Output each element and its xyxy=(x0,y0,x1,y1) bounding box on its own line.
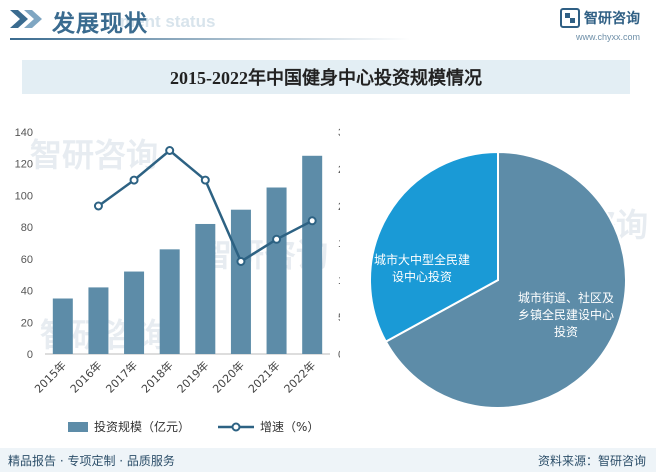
growth-point xyxy=(236,257,246,266)
pie-slice-0 xyxy=(384,150,627,409)
brand-logo-icon xyxy=(560,8,580,28)
combo-chart: 0 20 40 60 80 100 120 140 0% 5% 10% 15% 20% 25% 30% 201… xyxy=(15,127,340,396)
growth-point xyxy=(93,201,103,211)
y-left-tick-label: 20 xyxy=(21,317,33,329)
bar-2016年 xyxy=(88,287,109,354)
y-right-tick-label: 15% xyxy=(338,238,340,250)
x-tick-label: 2021年 xyxy=(245,358,282,395)
bar-2017年 xyxy=(124,271,145,354)
growth-point xyxy=(307,216,317,226)
x-tick-label: 2020年 xyxy=(210,358,247,395)
brand: 智研咨询 xyxy=(560,8,640,28)
x-tick-label: 2018年 xyxy=(138,358,175,395)
x-tick-label: 2022年 xyxy=(281,358,318,395)
y-left-tick-label: 80 xyxy=(21,222,33,234)
y-left-tick-label: 60 xyxy=(21,254,33,266)
footer-source: 资料来源：智研咨询 xyxy=(537,454,646,468)
footer-tagline: 精品报告 · 专项定制 · 品质服务 xyxy=(8,454,175,468)
growth-point xyxy=(165,146,175,155)
chevron-right-icon xyxy=(10,10,42,28)
chart-legend: 投资规模（亿元） 增速（%） xyxy=(68,418,347,435)
growth-point xyxy=(272,234,282,244)
y-left-tick-label: 140 xyxy=(15,127,33,139)
bar-2022年 xyxy=(302,155,323,354)
pie-label-0: 城市街道、社区及乡镇全民建设中心投资 xyxy=(518,290,614,339)
growth-point xyxy=(129,175,139,185)
legend-swatch-bar xyxy=(68,421,88,432)
chart-title: 2015-2022年中国健身中心投资规模情况 xyxy=(170,68,482,88)
bar-2021年 xyxy=(266,187,287,354)
y-right-tick-label: 10% xyxy=(338,275,340,287)
watermark: 智研咨询 xyxy=(30,136,159,174)
brand-url[interactable]: www.chyxx.com xyxy=(575,32,640,42)
page-header: ment status 发展现状 智研咨询 www.chyxx.com xyxy=(0,0,656,48)
bar-2018年 xyxy=(159,249,180,354)
pie-chart: 城市街道、社区及乡镇全民建设中心投资 城市大中型全民建设中心投资 xyxy=(369,150,627,409)
y-left-tick-label: 0 xyxy=(27,349,33,361)
y-right-tick-label: 25% xyxy=(338,164,340,176)
legend-label-bar: 投资规模（亿元） xyxy=(94,420,191,434)
y-left-tick-label: 40 xyxy=(21,286,33,298)
legend-line-marker-icon xyxy=(218,422,255,431)
x-tick-label: 2017年 xyxy=(103,358,140,395)
section-title: 发展现状 xyxy=(52,11,148,37)
brand-name: 智研咨询 xyxy=(584,11,640,27)
x-tick-label: 2015年 xyxy=(31,358,68,395)
pie-label-1: 城市大中型全民建设中心投资 xyxy=(374,252,470,284)
x-tick-label: 2019年 xyxy=(174,358,211,395)
y-right-tick-label: 20% xyxy=(338,201,340,213)
y-left-tick-label: 120 xyxy=(15,159,33,171)
x-tick-label: 2016年 xyxy=(67,358,104,395)
legend-item-bar: 投资规模（亿元） xyxy=(68,418,190,435)
chart-title-band: 2015-2022年中国健身中心投资规模情况 xyxy=(22,60,630,94)
y-left-tick-label: 100 xyxy=(15,190,33,202)
header-underline xyxy=(10,38,410,40)
y-right-tick-label: 0% xyxy=(338,349,340,361)
growth-point xyxy=(200,175,210,185)
y-right-tick-label: 30% xyxy=(338,127,340,139)
header-subtitle-en: ment status xyxy=(120,12,216,31)
legend-label-line: 增速（%） xyxy=(260,420,320,434)
legend-item-line: 增速（%） xyxy=(218,418,319,435)
pie-slice-1 xyxy=(369,150,499,344)
bar-2015年 xyxy=(52,298,73,354)
bar-2019年 xyxy=(195,223,216,354)
page-footer: 精品报告 · 专项定制 · 品质服务 资料来源：智研咨询 xyxy=(0,448,656,472)
y-right-tick-label: 5% xyxy=(338,312,340,324)
bar-2020年 xyxy=(230,209,251,354)
